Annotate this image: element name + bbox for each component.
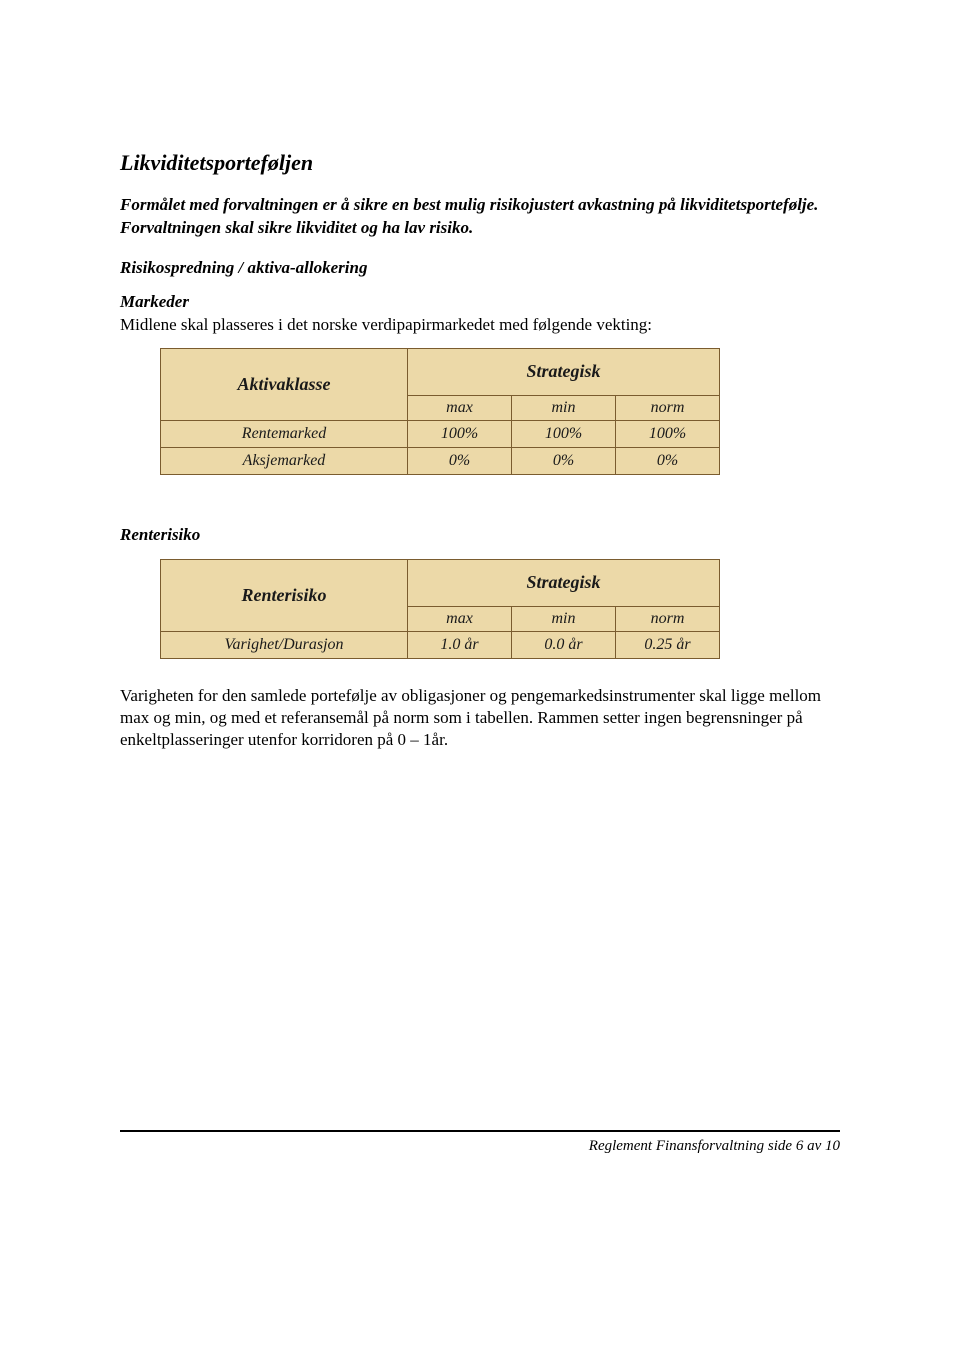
renterisiko-heading: Renterisiko [120,525,840,545]
cell-min: 100% [512,420,616,447]
cell-min: 0% [512,447,616,474]
col-min: min [512,606,616,631]
risikospredning-heading: Risikospredning / aktiva-allokering [120,258,840,278]
renterisiko-table-wrap: Renterisiko Strategisk max min norm Vari… [160,559,840,659]
aktivaklasse-table: Aktivaklasse Strategisk max min norm Ren… [160,348,720,475]
footer-text: Reglement Finansforvaltning side 6 av 10 [589,1138,840,1155]
strategisk-header: Strategisk [408,559,720,606]
cell-norm: 0.25 år [616,631,720,658]
footer-divider [120,1130,840,1132]
col-norm: norm [616,395,720,420]
cell-min: 0.0 år [512,631,616,658]
markeder-body: Midlene skal plasseres i det norske verd… [120,314,840,336]
cell-max: 100% [408,420,512,447]
cell-norm: 100% [616,420,720,447]
closing-paragraph: Varigheten for den samlede portefølje av… [120,685,840,751]
document-page: Likviditetsporteføljen Formålet med forv… [0,0,960,1367]
table-row: Aksjemarked 0% 0% 0% [161,447,720,474]
table-row: Varighet/Durasjon 1.0 år 0.0 år 0.25 år [161,631,720,658]
col-max: max [408,606,512,631]
table-row: Rentemarked 100% 100% 100% [161,420,720,447]
col-min: min [512,395,616,420]
intro-paragraph: Formålet med forvaltningen er å sikre en… [120,194,840,240]
strategisk-header: Strategisk [408,348,720,395]
aktivaklasse-header: Aktivaklasse [161,348,408,420]
table-header-row: Aktivaklasse Strategisk [161,348,720,395]
row-label: Aksjemarked [161,447,408,474]
cell-max: 1.0 år [408,631,512,658]
markeder-heading: Markeder [120,292,840,312]
aktivaklasse-table-wrap: Aktivaklasse Strategisk max min norm Ren… [160,348,840,475]
cell-norm: 0% [616,447,720,474]
page-title: Likviditetsporteføljen [120,150,840,176]
col-max: max [408,395,512,420]
row-label: Rentemarked [161,420,408,447]
renterisiko-header: Renterisiko [161,559,408,631]
cell-max: 0% [408,447,512,474]
row-label: Varighet/Durasjon [161,631,408,658]
col-norm: norm [616,606,720,631]
table-header-row: Renterisiko Strategisk [161,559,720,606]
renterisiko-table: Renterisiko Strategisk max min norm Vari… [160,559,720,659]
